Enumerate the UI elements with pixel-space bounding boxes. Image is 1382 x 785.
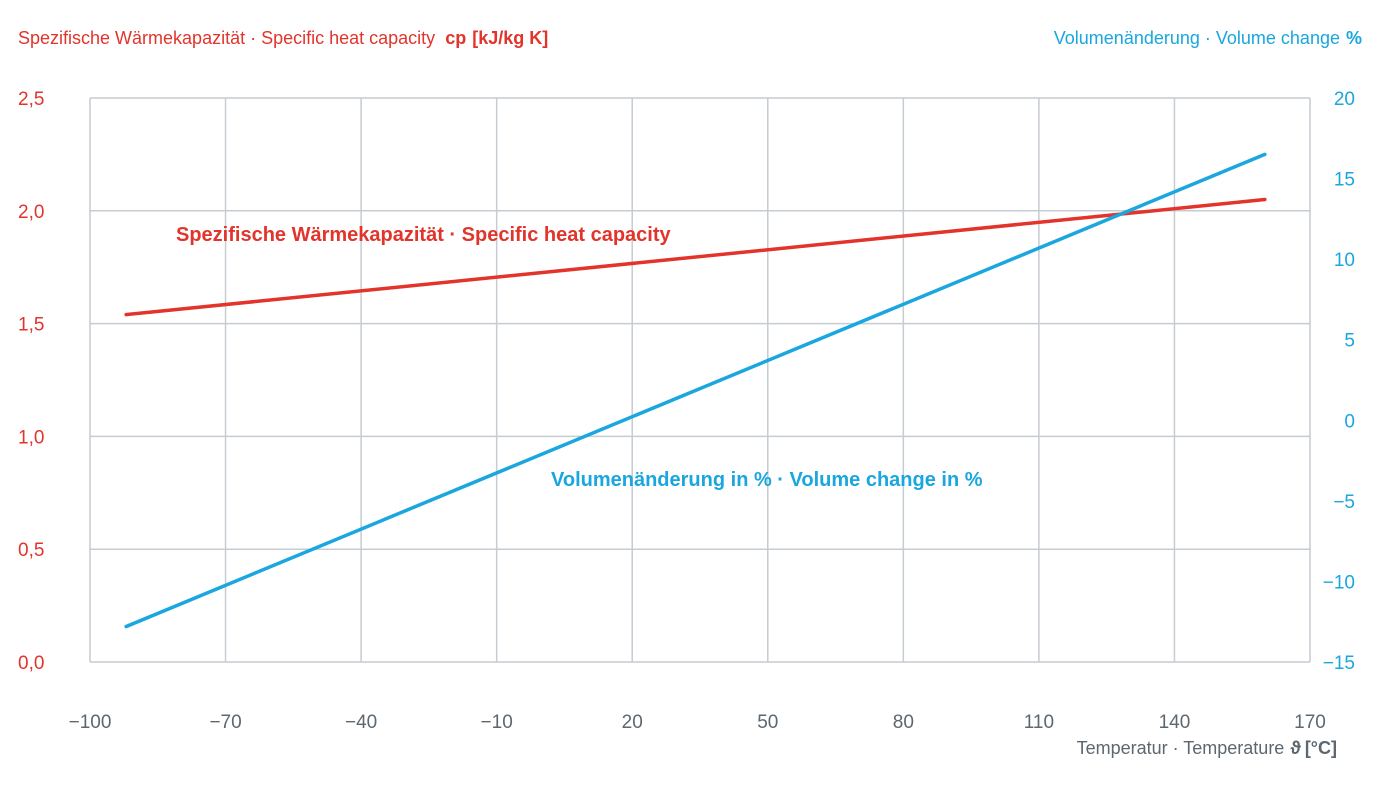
left-axis-title-symbol: cp bbox=[445, 28, 466, 48]
y-left-tick-label: 2,0 bbox=[18, 202, 44, 223]
left-axis-title-text: Spezifische Wärmekapazität · Specific he… bbox=[18, 28, 435, 48]
x-tick-label: 170 bbox=[1294, 712, 1326, 733]
grid bbox=[89, 97, 1311, 663]
x-tick-label: 110 bbox=[1024, 712, 1054, 733]
y-right-tick-label: 20 bbox=[1334, 89, 1355, 110]
y-right-tick-label: −5 bbox=[1333, 492, 1355, 513]
x-axis-title-symbol: ϑ bbox=[1290, 738, 1301, 758]
x-tick-label: 140 bbox=[1159, 712, 1191, 733]
labels-layer: −100 −70 −40 −10 20 50 80 110 140 1700,00,51,01,5… bbox=[18, 28, 1362, 758]
x-tick-label: 80 bbox=[893, 712, 914, 733]
x-axis-title-unit: [°C] bbox=[1305, 738, 1337, 758]
x-tick-label: −10 bbox=[481, 712, 513, 733]
y-right-tick-label: −15 bbox=[1323, 653, 1355, 674]
y-left-tick-label: 1,5 bbox=[18, 315, 44, 336]
x-tick-label: 50 bbox=[757, 712, 778, 733]
y-right-tick-label: 0 bbox=[1344, 411, 1355, 432]
x-axis-title: Temperatur · Temperature ϑ [°C] bbox=[1077, 738, 1337, 758]
y-right-tick-label: 10 bbox=[1334, 250, 1355, 271]
left-axis-title: Spezifische Wärmekapazität · Specific he… bbox=[18, 28, 548, 48]
right-axis-title: Volumenänderung · Volume change% bbox=[1054, 28, 1362, 48]
series-label-volume-change: Volumenänderung in % · Volume change in … bbox=[551, 469, 983, 491]
x-tick-label: 20 bbox=[622, 712, 643, 733]
y-left-tick-label: 1,0 bbox=[18, 427, 44, 448]
right-axis-title-unit: % bbox=[1346, 28, 1362, 48]
y-right-tick-label: 5 bbox=[1344, 331, 1355, 352]
x-axis-title-text: Temperatur · Temperature bbox=[1077, 738, 1285, 758]
series-line-heat-capacity bbox=[124, 197, 1267, 317]
y-right-tick-label: −10 bbox=[1323, 572, 1355, 593]
left-axis-title-unit: [kJ/kg K] bbox=[472, 28, 548, 48]
y-right-tick-label: 15 bbox=[1334, 170, 1355, 191]
x-tick-label: −100 bbox=[69, 712, 112, 733]
y-left-tick-label: 2,5 bbox=[18, 89, 44, 110]
y-left-tick-label: 0,5 bbox=[18, 540, 44, 561]
right-axis-title-text: Volumenänderung · Volume change bbox=[1054, 28, 1340, 48]
series-layer bbox=[124, 152, 1267, 629]
series-line-volume-change bbox=[124, 152, 1267, 629]
x-tick-label: −40 bbox=[345, 712, 377, 733]
series-label-heat-capacity: Spezifische Wärmekapazität · Specific he… bbox=[176, 224, 672, 246]
y-left-tick-label: 0,0 bbox=[18, 653, 44, 674]
x-tick-label: −70 bbox=[209, 712, 241, 733]
